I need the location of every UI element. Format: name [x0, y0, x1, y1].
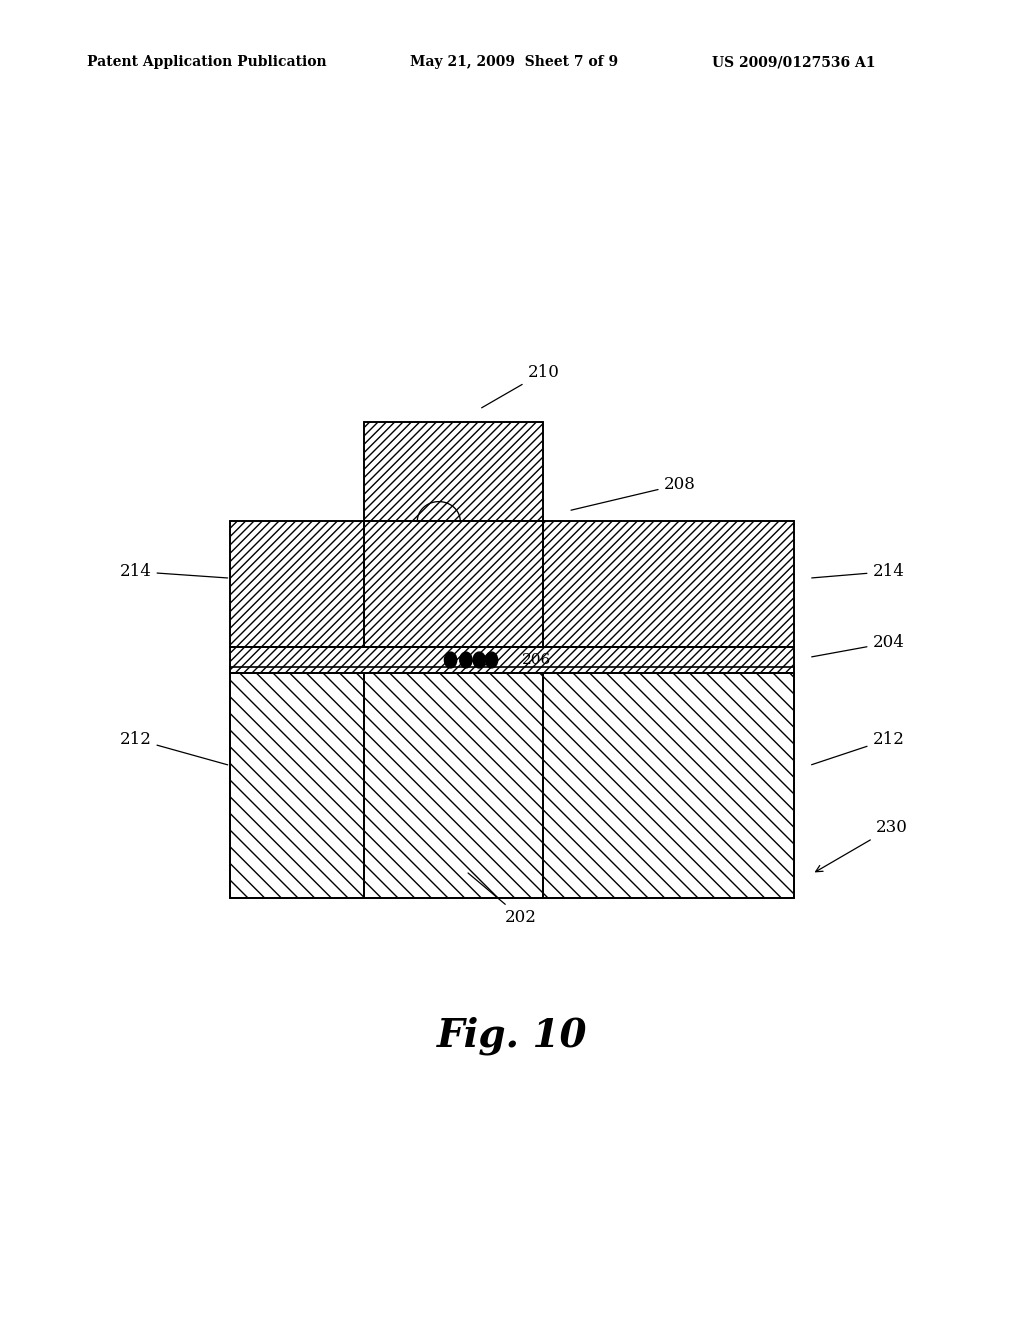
- Bar: [543, 673, 794, 898]
- Bar: [230, 667, 794, 898]
- Bar: [230, 521, 364, 647]
- Text: 208: 208: [571, 477, 695, 511]
- Circle shape: [485, 652, 498, 668]
- Text: 230: 230: [816, 820, 907, 871]
- Bar: [230, 647, 794, 673]
- Bar: [364, 422, 543, 521]
- Text: May 21, 2009  Sheet 7 of 9: May 21, 2009 Sheet 7 of 9: [410, 55, 617, 70]
- Text: Patent Application Publication: Patent Application Publication: [87, 55, 327, 70]
- Bar: [364, 521, 543, 647]
- Text: Fig. 10: Fig. 10: [437, 1016, 587, 1056]
- Bar: [230, 673, 364, 898]
- Text: 206: 206: [522, 653, 552, 667]
- Circle shape: [444, 652, 457, 668]
- Text: 212: 212: [120, 731, 227, 764]
- Text: 214: 214: [812, 564, 904, 579]
- Bar: [543, 673, 794, 898]
- Bar: [230, 667, 794, 898]
- Bar: [364, 521, 543, 647]
- Text: 202: 202: [468, 873, 537, 925]
- Text: 204: 204: [812, 635, 904, 657]
- Bar: [364, 673, 543, 898]
- Bar: [230, 647, 794, 673]
- Bar: [543, 521, 794, 647]
- Bar: [230, 521, 364, 647]
- Bar: [230, 673, 364, 898]
- Bar: [364, 673, 543, 898]
- Circle shape: [460, 652, 472, 668]
- Text: 210: 210: [481, 364, 559, 408]
- Bar: [543, 521, 794, 647]
- Text: US 2009/0127536 A1: US 2009/0127536 A1: [712, 55, 876, 70]
- Bar: [364, 422, 543, 521]
- Circle shape: [473, 652, 485, 668]
- Text: 212: 212: [812, 731, 904, 764]
- Text: 214: 214: [120, 564, 227, 579]
